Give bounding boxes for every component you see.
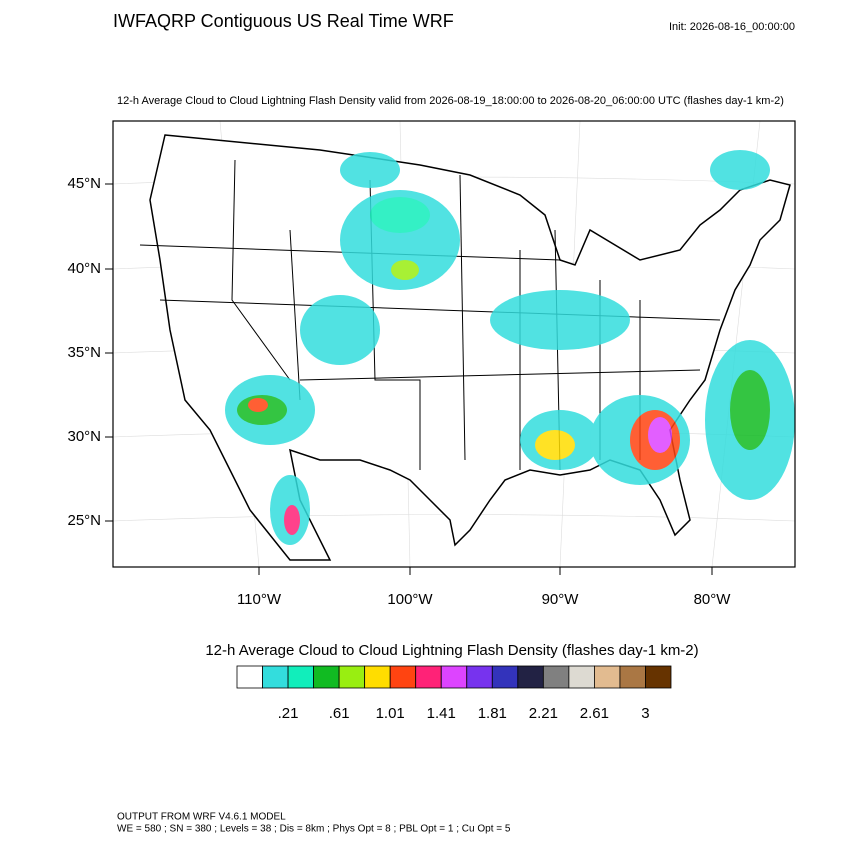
colorbar-box xyxy=(568,665,595,689)
lon-label: 110°W xyxy=(237,591,282,608)
lon-label: 90°W xyxy=(542,591,580,608)
colorbar-box xyxy=(364,665,391,689)
colorbar-box xyxy=(619,665,646,689)
lat-label: 25°N xyxy=(67,512,101,529)
colorbar-box xyxy=(594,665,621,689)
title: IWFAQRP Contiguous US Real Time WRF xyxy=(113,11,454,31)
lon-label: 100°W xyxy=(387,591,433,608)
colorbar-label: .21 xyxy=(278,705,299,722)
lat-label: 45°N xyxy=(67,175,101,192)
colorbar-label: 3 xyxy=(641,705,649,722)
colorbar-box xyxy=(415,665,442,689)
colorbar-label: .61 xyxy=(329,705,350,722)
colorbar-box xyxy=(542,665,570,689)
map: 45°N 40°N 35°N 30°N 25°N 110°W 100°W 90°W 80°W xyxy=(67,120,796,608)
colorbar-box xyxy=(440,665,468,689)
colorbar-title: 12-h Average Cloud to Cloud Lightning Fl… xyxy=(205,642,698,659)
colorbar-box xyxy=(466,665,493,689)
colorbar-label: 1.81 xyxy=(478,705,507,722)
colorbar: .21 .61 1.01 1.41 1.81 2.21 2.61 3 xyxy=(236,665,672,722)
lon-label: 80°W xyxy=(694,591,732,608)
lat-label: 40°N xyxy=(67,260,101,277)
lat-label: 30°N xyxy=(67,428,101,445)
colorbar-box xyxy=(287,665,314,689)
colorbar-box xyxy=(645,665,672,689)
colorbar-box xyxy=(236,665,263,689)
lon-labels: 110°W 100°W 90°W 80°W xyxy=(237,567,731,608)
colorbar-label: 2.21 xyxy=(529,705,558,722)
colorbar-box xyxy=(491,665,519,689)
colorbar-box xyxy=(262,665,289,689)
footer-line: WE = 580 ; SN = 380 ; Levels = 38 ; Dis … xyxy=(117,824,511,835)
lat-label: 35°N xyxy=(67,344,101,361)
footer-line: OUTPUT FROM WRF V4.6.1 MODEL xyxy=(117,812,286,823)
colorbar-box xyxy=(313,665,340,689)
colorbar-label: 1.41 xyxy=(427,705,456,722)
flash-density-areas xyxy=(225,150,795,545)
colorbar-label: 1.01 xyxy=(376,705,405,722)
colorbar-box xyxy=(338,665,366,689)
colorbar-label: 2.61 xyxy=(580,705,609,722)
lat-labels: 45°N 40°N 35°N 30°N 25°N xyxy=(67,175,113,529)
colorbar-box xyxy=(389,665,417,689)
plot-subtitle: 12-h Average Cloud to Cloud Lightning Fl… xyxy=(117,95,784,107)
map-frame xyxy=(112,120,796,568)
init-time: Init: 2026-08-16_00:00:00 xyxy=(669,21,795,33)
colorbar-box xyxy=(517,665,544,689)
